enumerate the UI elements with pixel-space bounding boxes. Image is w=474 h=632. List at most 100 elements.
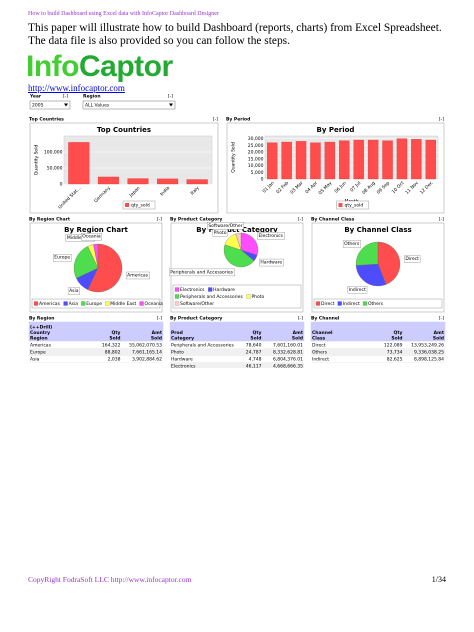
x-tick-label: Italy (190, 185, 201, 196)
table-header: Category (171, 336, 194, 342)
slice-label-box (404, 255, 421, 263)
slice-label: Asia (69, 288, 79, 294)
table-header: Sold (151, 336, 162, 342)
collapse-toggle[interactable]: [-] (439, 117, 444, 123)
table-cell: Direct (312, 343, 326, 349)
chart-title: By Product Category (196, 226, 278, 234)
plot-area (264, 135, 439, 180)
legend-label: Americas (39, 301, 61, 307)
pie-slice (87, 243, 123, 293)
y-tick-label: 15,000 (248, 156, 264, 162)
row-stripe (170, 348, 304, 356)
chart-title: By Channel Class (344, 226, 411, 234)
bar (97, 176, 119, 185)
bar (382, 140, 393, 180)
table-cell: 4,748 (249, 357, 262, 363)
bar (396, 138, 408, 180)
pie-slice (355, 241, 379, 266)
collapse-toggle[interactable]: [-] (168, 94, 173, 100)
legend-swatch (174, 301, 180, 306)
y-axis-label: Quantity Sold (34, 145, 40, 176)
legend-label: Hardware (213, 287, 235, 293)
panel-title: By Channel (311, 316, 340, 322)
slice-label: Indirect (349, 287, 366, 293)
filter-dropdown[interactable] (29, 100, 71, 110)
table-cell: 3,902,884.62 (132, 357, 162, 363)
filter-dropdown[interactable] (82, 100, 176, 110)
legend-box (31, 298, 161, 309)
table-cell: 8,898,125.84 (414, 357, 444, 363)
panel-title: By Channel Class (311, 217, 355, 223)
pie-slice (240, 232, 259, 256)
legend-swatch (139, 301, 144, 306)
legend-box (336, 200, 369, 210)
collapse-toggle[interactable]: [-] (63, 94, 68, 100)
website-link[interactable]: http://www.infocaptor.com (28, 83, 125, 93)
legend-swatch (81, 301, 86, 306)
chart-title: By Period (317, 126, 355, 134)
y-tick-label: 0 (60, 182, 63, 188)
table-cell: 4,668,666.35 (273, 364, 303, 369)
legend-box (122, 200, 156, 210)
table-header: Sold (292, 336, 303, 342)
y-tick-label: 20,000 (248, 150, 264, 156)
row-stripe (29, 348, 163, 356)
y-tick-label: 5,000 (251, 170, 264, 176)
row-stripe (311, 348, 445, 356)
pie-slice (73, 246, 99, 279)
table-header: Amt (434, 330, 445, 336)
slice-label-box (81, 232, 103, 241)
collapse-toggle[interactable]: [-] (439, 316, 444, 322)
legend-swatch (63, 301, 68, 306)
legend-swatch (33, 301, 39, 306)
slice-label-box (169, 268, 235, 277)
table-cell: 13,953,249.26 (411, 343, 444, 349)
table-cell: 2,038 (108, 357, 121, 363)
collapse-toggle[interactable]: [-] (157, 217, 162, 223)
table-header: Region (30, 336, 48, 342)
table-cell: 73,734 (387, 350, 403, 356)
logo-info: Info (26, 50, 79, 83)
y-tick-label: 25,000 (248, 143, 264, 149)
table-header: Amt (293, 330, 304, 336)
logo: InfoCaptor (26, 50, 173, 84)
slice-label: Middle East (67, 235, 93, 241)
table-header: Amt (152, 330, 163, 336)
legend-label: qty_sold (131, 203, 150, 209)
collapse-toggle[interactable]: [-] (298, 316, 303, 322)
slice-label-box (125, 271, 150, 280)
slice-label-box (347, 286, 368, 294)
table-header-bg (310, 321, 446, 342)
bar (367, 139, 379, 180)
page-number: 1/34 (431, 575, 446, 584)
slice-label: Electronics (258, 233, 283, 239)
collapse-toggle[interactable]: [-] (213, 117, 218, 123)
bar (127, 178, 149, 185)
table-cell: Americas (30, 343, 52, 349)
bar (157, 178, 179, 185)
collapse-toggle[interactable]: [-] (298, 217, 303, 223)
bar (411, 139, 422, 180)
table-header: Sold (433, 336, 444, 342)
panel-title: By Region (29, 316, 55, 322)
bar (295, 141, 307, 180)
bar (186, 179, 208, 185)
bar (267, 142, 278, 180)
chart-title: Top Countries (97, 126, 151, 134)
row-stripe (170, 362, 304, 368)
table-header-bg (28, 321, 164, 342)
collapse-toggle[interactable]: [-] (439, 217, 444, 223)
legend-swatch (246, 294, 251, 299)
legend-label: Others (368, 301, 384, 307)
legend-swatch (105, 301, 110, 306)
collapse-toggle[interactable]: [-] (157, 316, 162, 322)
bar (310, 142, 321, 180)
slice-label: Europe (54, 255, 70, 261)
bar (353, 139, 364, 180)
legend-swatch (338, 203, 343, 207)
table-cell: Others (312, 350, 328, 356)
filter-label: Region (83, 94, 101, 100)
slice-label: Direct (405, 256, 419, 262)
bar (425, 139, 436, 180)
